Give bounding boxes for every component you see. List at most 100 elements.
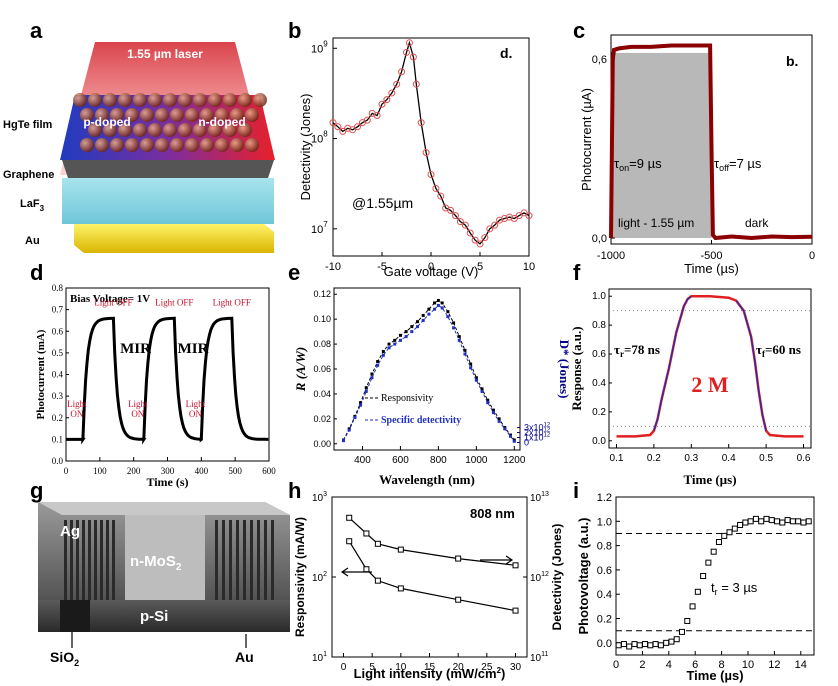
y2-tick-label: 3x1012: [524, 423, 551, 433]
data-point: [387, 342, 391, 346]
nanocrystal-sphere: [80, 108, 94, 122]
data-point: [789, 518, 796, 525]
nanocrystal-sphere: [140, 108, 154, 122]
data-point: [329, 119, 337, 127]
y-tick-label: 0.4: [52, 370, 64, 380]
data-point: [774, 518, 781, 525]
data-point: [480, 387, 484, 391]
data-point: [347, 428, 351, 432]
electrode-stripe: [257, 520, 260, 600]
big-label: 2 M: [691, 372, 729, 397]
data-point: [486, 398, 490, 402]
y-tick-label: 109: [311, 39, 328, 55]
data-point: [463, 348, 467, 352]
laf-label: LaF3: [20, 198, 45, 213]
data-point: [497, 417, 501, 421]
x-tick-label: 30: [510, 662, 522, 673]
nanocrystal-sphere: [163, 93, 177, 107]
data-point: [353, 416, 357, 420]
nanocrystal-sphere: [148, 93, 162, 107]
y-tick-label: 0.8: [52, 283, 64, 293]
electrode-stripe: [222, 520, 225, 600]
data-point: [440, 301, 444, 305]
data-point: [393, 342, 397, 346]
nanocrystal-sphere: [80, 138, 94, 152]
data-point: [752, 515, 759, 522]
nanocrystal-sphere: [230, 108, 244, 122]
tau-off-label: τoff=7 µs: [714, 156, 762, 173]
electrode-stripe: [271, 520, 274, 600]
light-off-label: Light OFF: [213, 297, 251, 307]
arrow-left: [340, 567, 372, 577]
light-on-label: Light: [186, 399, 206, 409]
data-point: [491, 408, 495, 412]
graphene-label: Graphene: [3, 169, 54, 181]
y-tick-label: 0.4: [597, 589, 612, 601]
nanocrystal-sphere: [253, 93, 267, 107]
nanocrystal-sphere: [140, 138, 154, 152]
y-axis-label: Photovoltage (a.u.): [576, 518, 591, 635]
nanocrystal-sphere: [193, 93, 207, 107]
x-tick-label: 600: [262, 466, 276, 476]
y-tick-label: 0,6: [592, 54, 607, 66]
data-point: [726, 529, 733, 536]
electrode-stripe: [64, 520, 67, 600]
data-point: [647, 642, 654, 649]
nanocrystal-sphere: [230, 138, 244, 152]
data-point: [705, 559, 712, 566]
data-point: [505, 213, 513, 221]
fall-fit: [735, 300, 767, 431]
nanocrystal-sphere: [178, 93, 192, 107]
electrode-stripe: [112, 520, 115, 600]
data-point: [668, 638, 675, 645]
y-tick-label: 0.8: [597, 541, 612, 553]
electrode-stripe: [70, 520, 73, 600]
data-point: [673, 636, 680, 643]
data-point: [393, 338, 397, 342]
diagram-a: 1.55 µm laser p-doped n-doped HgTe film …: [3, 42, 275, 253]
data-point: [763, 515, 770, 522]
data-point: [463, 352, 467, 356]
data-point: [491, 221, 499, 229]
series-line: [609, 43, 813, 241]
data-point: [481, 234, 489, 242]
data-point: [642, 641, 649, 648]
data-point: [684, 617, 691, 624]
data-point: [503, 427, 507, 431]
y2-tick-label: 1012: [530, 571, 549, 584]
data-point: [652, 641, 659, 648]
data-point: [679, 628, 685, 635]
data-point: [452, 321, 456, 325]
data-point: [354, 123, 361, 131]
x-tick-label: 400: [354, 455, 371, 466]
nanocrystal-sphere: [193, 123, 207, 137]
x-tick-label: 25: [481, 662, 493, 673]
nanocrystal-sphere: [88, 93, 102, 107]
data-point: [447, 206, 455, 214]
y-tick-label: 0.8: [592, 320, 606, 331]
data-point: [689, 603, 696, 610]
y-axis-label: R (A/W): [293, 347, 308, 392]
y2-tick-label: 2x1012: [524, 428, 551, 438]
nanocrystal-sphere: [95, 138, 109, 152]
chart-c: -1000 -500 0 0,0 0,6 b. τon=9 µs τoff=7 µs light…: [579, 34, 815, 276]
x-tick-label: 20: [453, 662, 465, 673]
data-point: [393, 80, 401, 88]
data-point: [710, 548, 717, 555]
x-axis-label: Time (s): [146, 475, 188, 489]
light-label: light - 1.55 µm: [618, 216, 694, 230]
panel-label-h: h: [288, 478, 301, 503]
plot-frame: [331, 496, 528, 658]
nanocrystal-sphere: [118, 123, 132, 137]
y-axis-label: Photocurrent (mA): [35, 329, 47, 419]
data-point: [421, 313, 425, 317]
y-tick-label: 0.08: [313, 339, 331, 349]
nanocrystal-sphere: [118, 93, 132, 107]
data-point: [381, 350, 385, 354]
data-point: [403, 48, 410, 56]
nanocrystal-sphere: [125, 108, 139, 122]
light-on-label: Light: [67, 399, 87, 409]
x-tick-label: 6: [692, 659, 698, 671]
nanocrystal-sphere: [170, 138, 184, 152]
data-point: [446, 310, 450, 314]
